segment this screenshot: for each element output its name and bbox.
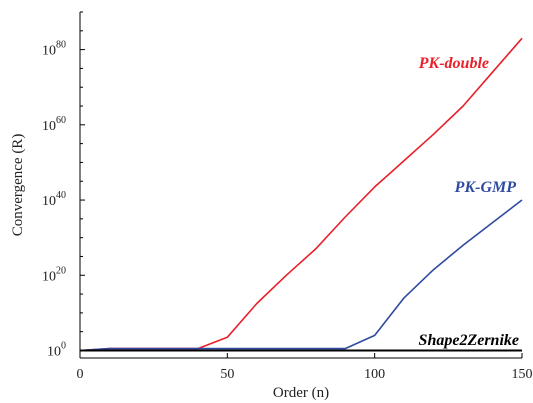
series-group: PK-double PK-GMP Shape2Zernike <box>79 37 523 352</box>
y-tick-label: 1060 <box>42 115 66 134</box>
y-tick-label: 1020 <box>42 265 66 284</box>
y-tick-base: 10 <box>42 44 56 59</box>
x-tick-label: 0 <box>77 367 84 382</box>
y-tick-exponent: 60 <box>56 115 66 126</box>
plot-area <box>79 12 522 359</box>
y-axis-title: Convergence (R) <box>10 134 26 237</box>
series-line-pk-gmp <box>79 199 523 352</box>
y-tick-label: 1080 <box>42 40 66 59</box>
y-tick-base: 10 <box>42 119 56 134</box>
y-tick-label: 100 <box>47 340 66 359</box>
y-tick-base: 10 <box>47 344 61 359</box>
y-tick-exponent: 40 <box>56 190 66 201</box>
y-tick-exponent: 20 <box>56 265 66 276</box>
y-tick-exponent: 80 <box>56 40 66 51</box>
series-label-pk-double: PK-double <box>418 55 489 72</box>
x-axis-title: Order (n) <box>273 385 329 401</box>
y-tick-label: 1040 <box>42 190 66 209</box>
series-label-shape2zernike: Shape2Zernike <box>419 332 519 349</box>
y-tick-exponent: 0 <box>61 340 66 351</box>
x-tick-label: 150 <box>512 367 533 382</box>
y-tick-base: 10 <box>42 194 56 209</box>
chart-labels: Order (n) Convergence (R) <box>10 134 329 401</box>
series-label-pk-gmp: PK-GMP <box>454 179 517 196</box>
y-tick-base: 10 <box>42 269 56 284</box>
x-tick-label: 100 <box>364 367 385 382</box>
x-tick-label: 50 <box>220 367 234 382</box>
